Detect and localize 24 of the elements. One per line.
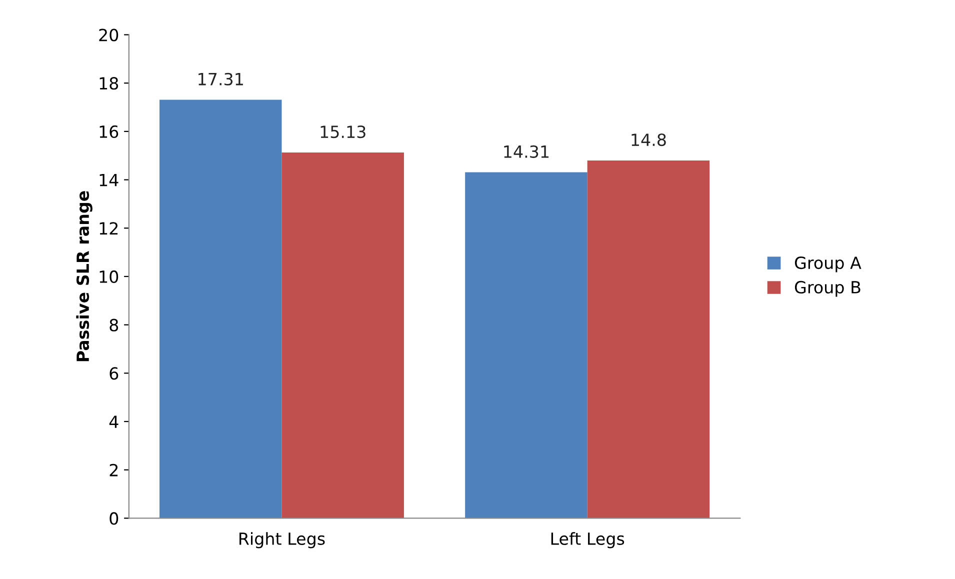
y-tick-label: 2 xyxy=(110,464,118,476)
y-tick-label: 14 xyxy=(100,174,118,186)
y-tick-label: 12 xyxy=(100,222,118,234)
data-label: 17.31 xyxy=(198,72,243,86)
data-label: 15.13 xyxy=(320,126,366,138)
data-label: 14.31 xyxy=(504,145,549,158)
x-tick-label: Right Legs xyxy=(240,532,325,548)
y-tick-label: 18 xyxy=(100,77,118,90)
bar xyxy=(159,100,282,518)
y-tick-label: 6 xyxy=(110,367,118,380)
bar xyxy=(587,160,710,518)
y-tick-label: 16 xyxy=(100,125,118,138)
bar xyxy=(465,172,588,518)
legend-label: Group B xyxy=(794,280,860,297)
y-tick-label: 10 xyxy=(100,270,118,284)
y-tick-label: 8 xyxy=(110,318,118,332)
legend-label: Group A xyxy=(794,256,862,272)
bar xyxy=(282,152,404,518)
y-axis-title: Passive SLR range xyxy=(76,191,92,362)
y-tick-label: 20 xyxy=(99,28,118,42)
x-tick-label: Left Legs xyxy=(551,532,624,548)
y-tick-label: 4 xyxy=(109,416,118,428)
y-tick-label: 0 xyxy=(110,512,118,525)
data-label: 14.8 xyxy=(632,133,666,146)
